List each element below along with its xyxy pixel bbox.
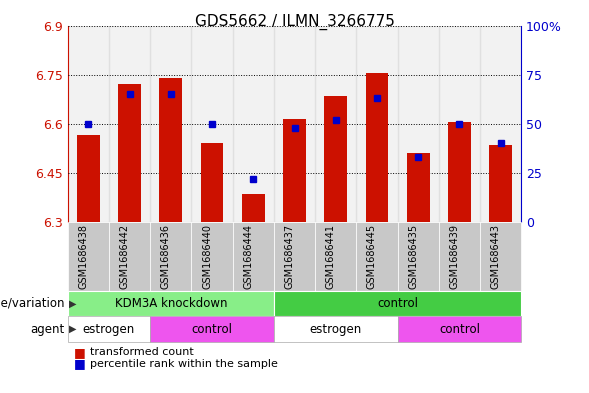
Text: GDS5662 / ILMN_3266775: GDS5662 / ILMN_3266775 [194, 14, 395, 30]
Text: percentile rank within the sample: percentile rank within the sample [90, 359, 278, 369]
Bar [325, 96, 347, 222]
Bar [448, 122, 471, 222]
Bar [439, 26, 480, 222]
Bar [201, 143, 223, 222]
Text: ■: ■ [74, 346, 85, 359]
Text: GSM1686439: GSM1686439 [449, 224, 459, 289]
Text: GSM1686445: GSM1686445 [367, 224, 377, 289]
Bar [68, 26, 109, 222]
Text: GSM1686443: GSM1686443 [491, 224, 501, 289]
Bar [118, 84, 141, 222]
Bar [160, 78, 182, 222]
Bar [274, 26, 315, 222]
Text: GSM1686444: GSM1686444 [243, 224, 253, 289]
Bar [283, 119, 306, 222]
Bar [366, 73, 388, 222]
Bar [242, 194, 264, 222]
Bar [398, 26, 439, 222]
Bar [480, 26, 521, 222]
Bar [150, 26, 191, 222]
Text: GSM1686440: GSM1686440 [202, 224, 212, 289]
Text: ▶: ▶ [69, 324, 77, 334]
Bar [191, 26, 233, 222]
Text: control: control [377, 297, 418, 310]
Bar [407, 153, 429, 222]
Text: estrogen: estrogen [83, 323, 135, 336]
Bar [489, 145, 512, 222]
Text: genotype/variation: genotype/variation [0, 297, 65, 310]
Bar [315, 26, 356, 222]
Bar [77, 135, 100, 222]
Text: KDM3A knockdown: KDM3A knockdown [114, 297, 227, 310]
Text: ▶: ▶ [69, 299, 77, 309]
Text: control: control [439, 323, 480, 336]
Text: GSM1686442: GSM1686442 [120, 224, 130, 289]
Text: GSM1686436: GSM1686436 [161, 224, 171, 289]
Text: estrogen: estrogen [310, 323, 362, 336]
Text: control: control [191, 323, 233, 336]
Text: agent: agent [31, 323, 65, 336]
Text: GSM1686435: GSM1686435 [408, 224, 418, 289]
Bar [109, 26, 150, 222]
Text: GSM1686437: GSM1686437 [284, 224, 294, 289]
Text: GSM1686438: GSM1686438 [78, 224, 88, 289]
Text: ■: ■ [74, 358, 85, 371]
Bar [233, 26, 274, 222]
Bar [356, 26, 398, 222]
Text: GSM1686441: GSM1686441 [326, 224, 336, 289]
Text: transformed count: transformed count [90, 347, 194, 357]
